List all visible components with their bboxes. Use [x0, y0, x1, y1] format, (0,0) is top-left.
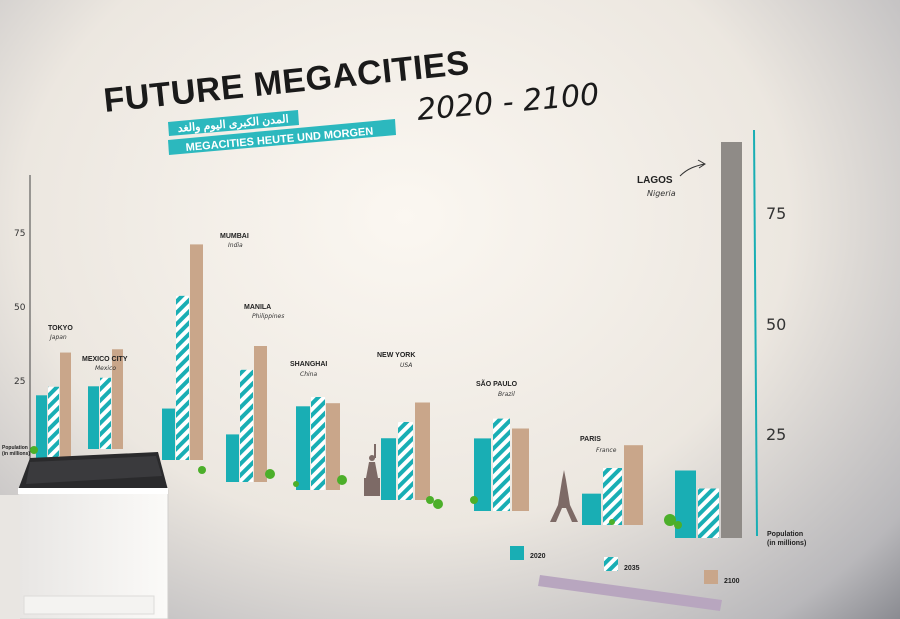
bars-layer — [36, 142, 742, 538]
eiffel-tower-icon — [550, 470, 578, 522]
lagos-arrow-icon — [679, 159, 706, 177]
bar-mexico-city-2020 — [88, 386, 99, 449]
country-label-lagos: Nigeria — [647, 189, 676, 198]
statue-of-liberty-icon — [364, 444, 380, 496]
legend-swatch-2020 — [510, 546, 524, 560]
chart-years: 2020 - 2100 — [416, 77, 601, 128]
right-axis-note-line2: (in millions) — [767, 540, 806, 547]
legend-underline-strip — [538, 575, 722, 611]
bar-shanghai-2100 — [326, 403, 340, 490]
left-tick-75: 75 — [14, 229, 25, 239]
bar-new-york-2035 — [398, 422, 413, 500]
air-purifier — [17, 452, 169, 619]
right-tick-25: 25 — [766, 425, 786, 444]
plant-decorations — [30, 446, 682, 529]
city-label-tokyo: TOKYO — [48, 325, 73, 332]
bar-mumbai-2035 — [176, 295, 189, 460]
bar-new-york-2100 — [415, 402, 430, 500]
bar-manila-2020 — [226, 434, 239, 482]
bar-mumbai-2020 — [162, 408, 175, 460]
bar-new-york-2020 — [381, 438, 396, 500]
bar-tokyo-2035 — [48, 386, 59, 458]
right-axis-line — [753, 129, 758, 537]
country-label-mexico-city: Mexico — [95, 365, 116, 372]
left-axis-note-line1: Population — [2, 445, 28, 451]
country-label-mumbai: India — [228, 242, 243, 249]
legend-swatch-2035 — [604, 557, 618, 571]
city-label-lagos: LAGOS — [637, 175, 673, 186]
country-label-new-york: USA — [400, 362, 412, 369]
legend-label-2100: 2100 — [724, 578, 740, 585]
city-label-new-york: NEW YORK — [377, 352, 415, 359]
bar-lagos-2020 — [675, 470, 696, 538]
country-label-manila: Philippines — [252, 313, 284, 320]
legend-label-2020: 2020 — [530, 553, 546, 560]
left-axis-note-line2: (in millions) — [2, 451, 30, 457]
bar-tokyo-2100 — [60, 352, 71, 458]
legend: 2020 2035 2100 — [510, 546, 740, 611]
left-tick-50: 50 — [14, 303, 26, 313]
bar-s-o-paulo-2100 — [512, 428, 529, 511]
country-label-paris: France — [596, 447, 617, 454]
right-tick-50: 50 — [766, 315, 786, 334]
chart-title: FUTURE MEGACITIES — [102, 44, 471, 120]
city-label-shanghai: SHANGHAI — [290, 361, 327, 368]
country-label-s-o-paulo: Brazil — [498, 391, 515, 398]
right-tick-75: 75 — [766, 204, 786, 223]
bar-paris-2035 — [603, 468, 622, 525]
labels-layer: TOKYO Japan MEXICO CITY Mexico MUMBAI India MA… — [48, 159, 706, 454]
bar-shanghai-2020 — [296, 406, 310, 490]
bar-manila-2035 — [240, 369, 253, 482]
bar-s-o-paulo-2020 — [474, 438, 491, 511]
left-tick-25: 25 — [14, 377, 25, 387]
city-label-paris: PARIS — [580, 436, 601, 443]
bar-lagos-2035 — [698, 488, 719, 538]
city-label-mexico-city: MEXICO CITY — [82, 356, 128, 363]
bar-mexico-city-2035 — [100, 377, 111, 449]
legend-label-2035: 2035 — [624, 565, 640, 572]
country-label-shanghai: China — [300, 371, 317, 378]
bar-paris-2020 — [582, 493, 601, 525]
bar-lagos-2100 — [721, 142, 742, 538]
city-label-mumbai: MUMBAI — [220, 233, 249, 240]
legend-swatch-2100 — [704, 570, 718, 584]
bar-manila-2100 — [254, 346, 267, 482]
bar-mexico-city-2100 — [112, 349, 123, 449]
bar-shanghai-2035 — [311, 397, 325, 490]
right-axis-note-line1: Population — [767, 531, 803, 538]
bar-paris-2100 — [624, 445, 643, 525]
bar-s-o-paulo-2035 — [493, 418, 510, 511]
city-label-manila: MANILA — [244, 304, 271, 311]
city-label-s-o-paulo: SÃO PAULO — [476, 379, 518, 388]
side-stand — [0, 495, 20, 619]
bar-mumbai-2100 — [190, 244, 203, 460]
country-label-tokyo: Japan — [49, 334, 67, 341]
bar-tokyo-2020 — [36, 395, 47, 458]
